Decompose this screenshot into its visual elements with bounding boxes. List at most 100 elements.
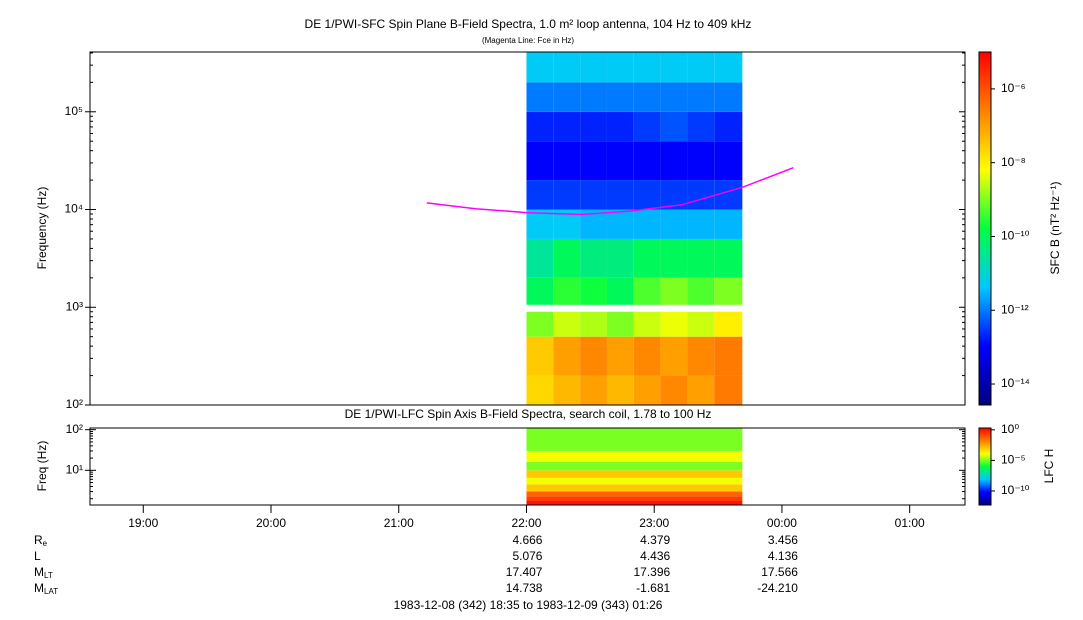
spectrogram-cell [687, 111, 715, 142]
spectrogram-cell [526, 477, 743, 485]
spectrogram-cell [633, 336, 661, 376]
spectrogram-cell [687, 180, 715, 210]
spectrogram-cell [633, 111, 661, 142]
colorbar-tick-label: 10⁻⁸ [1001, 155, 1026, 169]
y-axis-label: Freq (Hz) [35, 441, 49, 492]
spectrogram-cell [606, 336, 634, 376]
spectrogram-cell [633, 209, 661, 239]
spectrogram-cell [633, 180, 661, 210]
spectrogram-cell [633, 277, 661, 305]
spectrogram-cell [553, 238, 581, 278]
spectrogram-cell [580, 311, 607, 337]
spectrogram-cell [526, 311, 554, 337]
y-tick-label: 10² [66, 422, 83, 436]
footer: 1983-12-08 (342) 18:35 to 1983-12-09 (34… [394, 598, 663, 612]
spectrogram-cell [526, 450, 743, 463]
spectrogram-cell [687, 52, 715, 83]
x-tick-label: 21:00 [384, 516, 414, 530]
spectrogram-cell [633, 238, 661, 278]
spectrogram-cell [606, 82, 634, 112]
row-label: R [34, 533, 43, 547]
fce-line [426, 166, 794, 216]
spectrogram-cell [714, 209, 743, 239]
ephemeris-row-label: MLAT [34, 581, 58, 596]
spectrogram-cell [687, 209, 715, 239]
x-tick-label: 23:00 [639, 516, 669, 530]
spectrogram-cell [714, 336, 743, 376]
spectrogram-cell [526, 496, 743, 501]
spectrogram-cell [633, 52, 661, 83]
ephemeris-row-label: Re [34, 533, 48, 548]
spectrogram-cell [553, 311, 581, 337]
x-tick-label: 22:00 [511, 516, 541, 530]
spectrogram-cell [580, 111, 607, 142]
spectrogram-cell [526, 491, 743, 497]
spectrogram-cell [714, 141, 743, 181]
spectrogram-cell [660, 238, 688, 278]
ephemeris-value: 4.379 [640, 533, 670, 547]
colorbar [978, 427, 992, 506]
ephemeris-value: 14.738 [506, 581, 543, 595]
chart-subtitle: (Magenta Line: Fce in Hz) [482, 36, 574, 45]
colorbar-tick-label: 10⁻⁵ [1001, 453, 1026, 467]
spectrogram-cell [606, 111, 634, 142]
spectrogram-cell [580, 52, 607, 83]
spectrogram-cell [526, 141, 554, 181]
row-label-sub: LT [44, 571, 53, 580]
spectrogram-cell [580, 238, 607, 278]
colorbar-tick-label: 10⁻¹² [1001, 302, 1029, 316]
spectrogram-cell [660, 82, 688, 112]
spectrogram-cell [580, 180, 607, 210]
x-tick-label: 19:00 [128, 516, 158, 530]
spectrogram-cell [580, 277, 607, 305]
spectrogram-cell [526, 470, 743, 478]
spectrogram-cell [526, 336, 554, 376]
spectrogram-cell [687, 336, 715, 376]
chart-title: DE 1/PWI-SFC Spin Plane B-Field Spectra,… [305, 17, 752, 31]
spectrogram-cell [526, 375, 554, 405]
ephemeris-value: 5.076 [512, 549, 542, 563]
spectrogram-cell [687, 375, 715, 405]
spectrogram-cell [580, 82, 607, 112]
spectrogram-cell [714, 111, 743, 142]
ephemeris-value: 17.566 [761, 565, 798, 579]
ephemeris-value: 17.396 [634, 565, 671, 579]
colorbar-tick-label: 10⁻⁶ [1001, 81, 1026, 95]
spectrogram-cell [526, 462, 743, 471]
spectrogram-cell [633, 375, 661, 405]
spectrogram-cell [606, 209, 634, 239]
spectrogram-cell [580, 336, 607, 376]
ephemeris-value: 4.666 [512, 533, 542, 547]
spectrogram-cell [660, 311, 688, 337]
spectrogram-cell [714, 277, 743, 305]
spectrogram-cell [714, 52, 743, 83]
x-tick-label: 20:00 [256, 516, 286, 530]
y-axis-label: Frequency (Hz) [35, 187, 49, 270]
spectrogram-cell [606, 375, 634, 405]
spectrogram-cell [633, 82, 661, 112]
colorbar-label: SFC B (nT² Hz⁻¹) [1048, 182, 1062, 275]
y-tick-label: 10² [66, 397, 83, 411]
spectrogram-cell [606, 141, 634, 181]
spectrogram-cell [606, 180, 634, 210]
x-tick-label: 00:00 [767, 516, 797, 530]
spectrogram-cell [633, 311, 661, 337]
spectrogram-cell [633, 141, 661, 181]
ephemeris-value: 3.456 [768, 533, 798, 547]
y-tick-label: 10³ [66, 299, 83, 313]
spectrogram-cell [526, 180, 554, 210]
row-label: L [34, 549, 41, 563]
spectrogram-cell [660, 141, 688, 181]
spectrogram-cell [714, 82, 743, 112]
spectrogram-cell [687, 141, 715, 181]
spectrogram-cell [660, 209, 688, 239]
spectrogram-cell [526, 500, 743, 505]
plot-frame [89, 51, 966, 406]
spectrogram-cell [553, 277, 581, 305]
spectrogram-cell [687, 311, 715, 337]
spectrogram-cell [660, 277, 688, 305]
colorbar-tick-label: 10⁰ [1001, 422, 1019, 436]
colorbar-tick-label: 10⁻¹⁴ [1001, 376, 1030, 390]
spectrogram-cell [606, 311, 634, 337]
spectrogram-cell [553, 141, 581, 181]
